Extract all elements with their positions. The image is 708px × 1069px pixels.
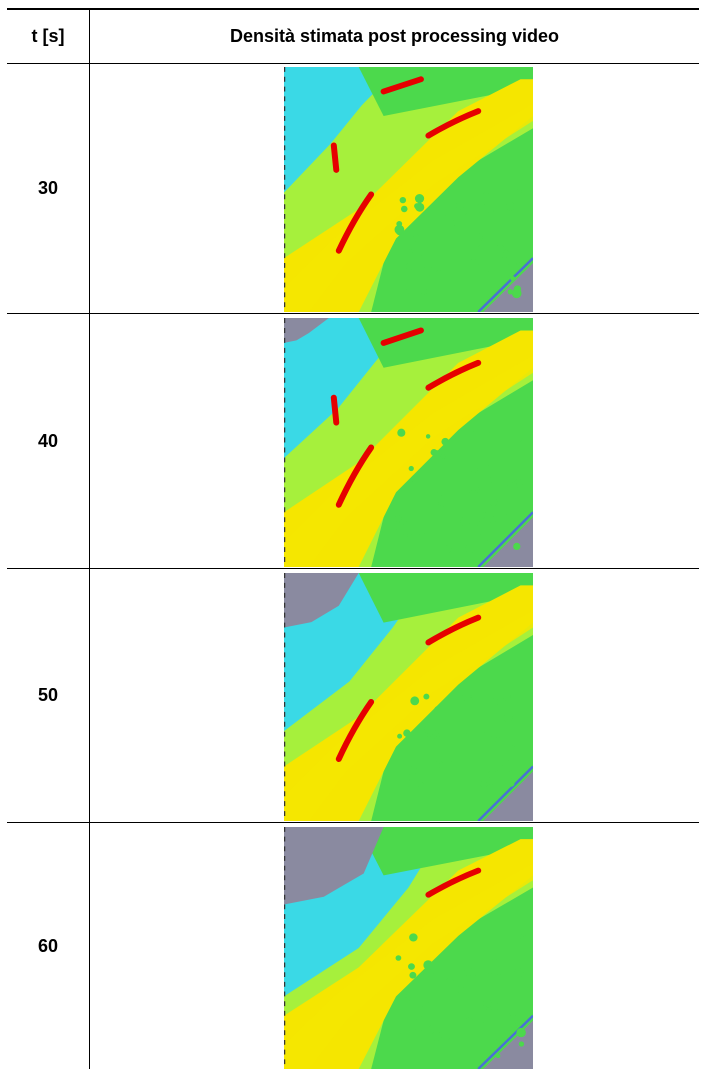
density-map-svg [284,573,533,821]
time-cell-60: 60 [37,935,59,956]
density-map-svg [284,827,533,1069]
header-density: Densità stimata post processing video [229,26,560,46]
header-divider [7,63,699,64]
time-cell-50: 50 [37,685,59,705]
time-cell-40: 40 [37,430,59,451]
density-map-60s [284,827,533,1069]
row-divider [7,822,699,823]
density-map-50s [284,573,533,821]
column-divider [89,8,90,1069]
header-time: t [s] [31,26,65,46]
table-border-top [7,8,699,10]
row-divider [7,313,699,314]
row-divider [7,568,699,569]
density-map-svg [284,67,533,312]
density-table: t [s] Densità stimata post processing vi… [7,8,699,1069]
density-map-40s [284,318,533,567]
density-map-30s [284,67,533,312]
density-map-svg [284,318,533,567]
time-cell-30: 30 [37,178,59,198]
